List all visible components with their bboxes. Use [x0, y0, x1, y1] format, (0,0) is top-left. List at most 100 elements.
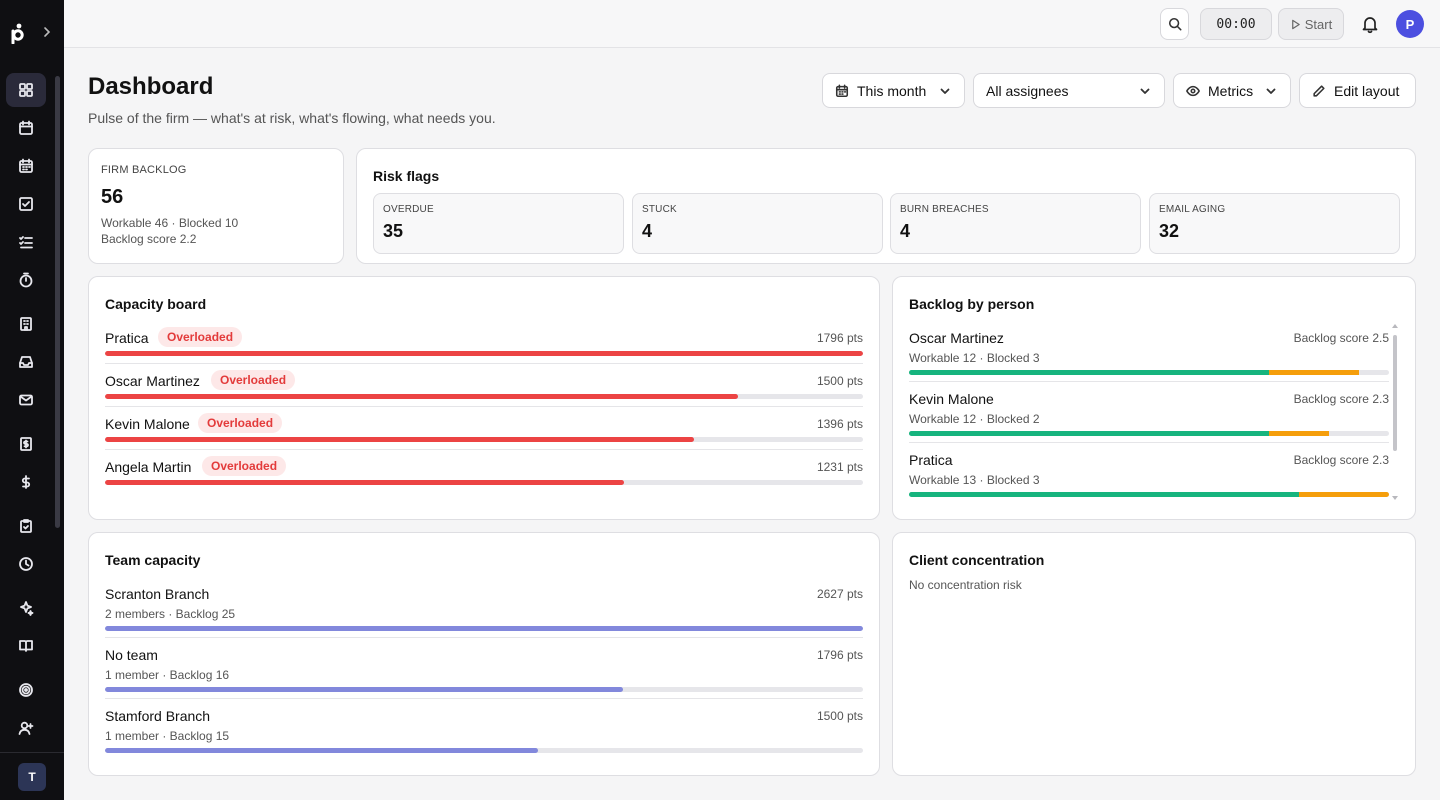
sidebar-item-checklists[interactable]: [6, 225, 46, 259]
search-button[interactable]: [1160, 8, 1189, 40]
start-label: Start: [1304, 16, 1333, 32]
backlog-by-person-title: Backlog by person: [909, 296, 1035, 312]
capacity-bar-fill: [105, 394, 738, 399]
backlog-person-row[interactable]: Pratica Backlog score 2.3 Workable 13 · …: [909, 452, 1389, 508]
row-divider: [105, 363, 863, 364]
sidebar-item-schedule[interactable]: [6, 149, 46, 183]
topbar: 00:00 Start P: [64, 0, 1440, 48]
inbox-icon: [19, 356, 33, 368]
capacity-row-points: 1396 pts: [816, 417, 863, 431]
receipt-icon: [20, 437, 32, 451]
capacity-bar-track: [105, 437, 863, 442]
workable-bar-segment: [909, 492, 1299, 497]
team-switcher[interactable]: T: [18, 763, 46, 791]
app-logo-icon[interactable]: [10, 22, 26, 44]
team-points: 1796 pts: [816, 648, 863, 662]
sidebar-item-docs[interactable]: [6, 629, 46, 663]
sidebar-divider: [0, 752, 64, 753]
capacity-row-name: Angela Martin: [105, 459, 192, 475]
overloaded-badge: Overloaded: [211, 370, 296, 390]
risk-flag-overdue[interactable]: OVERDUE 35: [373, 193, 624, 254]
backlog-person-row[interactable]: Kevin Malone Backlog score 2.3 Workable …: [909, 391, 1389, 447]
team-detail: 1 member · Backlog 16: [105, 668, 230, 682]
firm-backlog-detail: Workable 46 · Blocked 10: [101, 216, 239, 230]
checkbox-icon: [19, 197, 33, 211]
sidebar-item-inbox[interactable]: [6, 345, 46, 379]
sidebar-item-dashboard[interactable]: [6, 73, 46, 107]
sidebar-item-reports[interactable]: [6, 509, 46, 543]
capacity-row-name: Pratica: [105, 330, 149, 346]
capacity-bar-fill: [105, 480, 625, 485]
period-select[interactable]: This month: [822, 73, 965, 108]
sidebar-item-goals[interactable]: [6, 673, 46, 707]
team-row[interactable]: No team 1796 pts 1 member · Backlog 16: [105, 647, 863, 703]
team-bar-fill: [105, 687, 624, 692]
overloaded-badge: Overloaded: [198, 413, 283, 433]
risk-flag-label: BURN BREACHES: [900, 204, 989, 215]
team-row[interactable]: Scranton Branch 2627 pts 2 members · Bac…: [105, 586, 863, 642]
sidebar-item-calendar[interactable]: [6, 111, 46, 145]
backlog-person-name: Kevin Malone: [909, 391, 994, 407]
team-capacity-card: Team capacity Scranton Branch 2627 pts 2…: [88, 532, 880, 776]
mail-icon: [19, 394, 33, 406]
team-bar-fill: [105, 748, 538, 753]
blocked-bar-segment: [1269, 370, 1359, 375]
backlog-person-score: Backlog score 2.5: [1293, 331, 1389, 345]
risk-flag-value: 4: [642, 221, 653, 241]
overloaded-badge: Overloaded: [202, 456, 287, 476]
sidebar-item-clients[interactable]: [6, 307, 46, 341]
capacity-row[interactable]: Oscar Martinez Overloaded 1500 pts: [105, 370, 863, 413]
sidebar-item-ai[interactable]: [6, 591, 46, 625]
risk-flag-value: 4: [900, 221, 911, 241]
team-row[interactable]: Stamford Branch 1500 pts 1 member · Back…: [105, 708, 863, 764]
scroll-up-arrow-icon[interactable]: [1391, 323, 1399, 329]
sidebar-item-history[interactable]: [6, 547, 46, 581]
sidebar-item-mail[interactable]: [6, 383, 46, 417]
edit-layout-button[interactable]: Edit layout: [1299, 73, 1416, 108]
team-bar-track: [105, 687, 863, 692]
start-timer-button[interactable]: Start: [1278, 8, 1344, 40]
sidebar-item-timer[interactable]: [6, 263, 46, 297]
row-divider: [909, 442, 1389, 443]
sidebar-scrollbar[interactable]: [55, 76, 60, 528]
blocked-bar-segment: [1269, 431, 1329, 436]
user-avatar[interactable]: P: [1396, 10, 1424, 38]
page-title: Dashboard: [88, 73, 214, 100]
capacity-bar-track: [105, 394, 863, 399]
firm-backlog-value: 56: [101, 186, 124, 208]
scroll-down-arrow-icon[interactable]: [1391, 495, 1399, 501]
assignees-select[interactable]: All assignees: [973, 73, 1165, 108]
team-name: Stamford Branch: [105, 708, 211, 724]
sidebar-item-invite[interactable]: [6, 711, 46, 745]
backlog-by-person-card: Backlog by person Oscar Martinez Backlog…: [892, 276, 1416, 520]
sidebar-item-payments[interactable]: [6, 465, 46, 499]
risk-flag-label: OVERDUE: [383, 204, 434, 215]
capacity-row[interactable]: Angela Martin Overloaded 1231 pts: [105, 456, 863, 499]
team-bar-track: [105, 748, 863, 753]
risk-flag-burn-breaches[interactable]: BURN BREACHES 4: [890, 193, 1141, 254]
row-divider: [105, 637, 863, 638]
team-detail: 2 members · Backlog 25: [105, 607, 236, 621]
bell-icon[interactable]: [1360, 14, 1380, 34]
sidebar-expand-icon[interactable]: [40, 25, 54, 39]
capacity-row-name: Oscar Martinez: [105, 373, 200, 389]
team-bar-fill: [105, 626, 863, 631]
list-check-icon: [19, 236, 33, 249]
sidebar-item-tasks[interactable]: [6, 187, 46, 221]
capacity-row[interactable]: Pratica Overloaded 1796 pts: [105, 327, 863, 370]
sidebar-item-billing[interactable]: [6, 427, 46, 461]
capacity-bar-fill: [105, 437, 694, 442]
dollar-icon: [21, 475, 31, 489]
metrics-select[interactable]: Metrics: [1173, 73, 1291, 108]
target-icon: [19, 683, 33, 697]
backlog-person-scrollbar[interactable]: [1393, 335, 1397, 451]
user-plus-icon: [18, 721, 34, 735]
backlog-person-row[interactable]: Oscar Martinez Backlog score 2.5 Workabl…: [909, 330, 1389, 386]
timer-icon: [19, 272, 33, 288]
risk-flag-email-aging[interactable]: EMAIL AGING 32: [1149, 193, 1400, 254]
capacity-row-points: 1796 pts: [816, 331, 863, 345]
risk-flag-stuck[interactable]: STUCK 4: [632, 193, 883, 254]
sidebar: T: [0, 0, 64, 800]
capacity-row-points: 1231 pts: [816, 460, 863, 474]
capacity-row[interactable]: Kevin Malone Overloaded 1396 pts: [105, 413, 863, 456]
